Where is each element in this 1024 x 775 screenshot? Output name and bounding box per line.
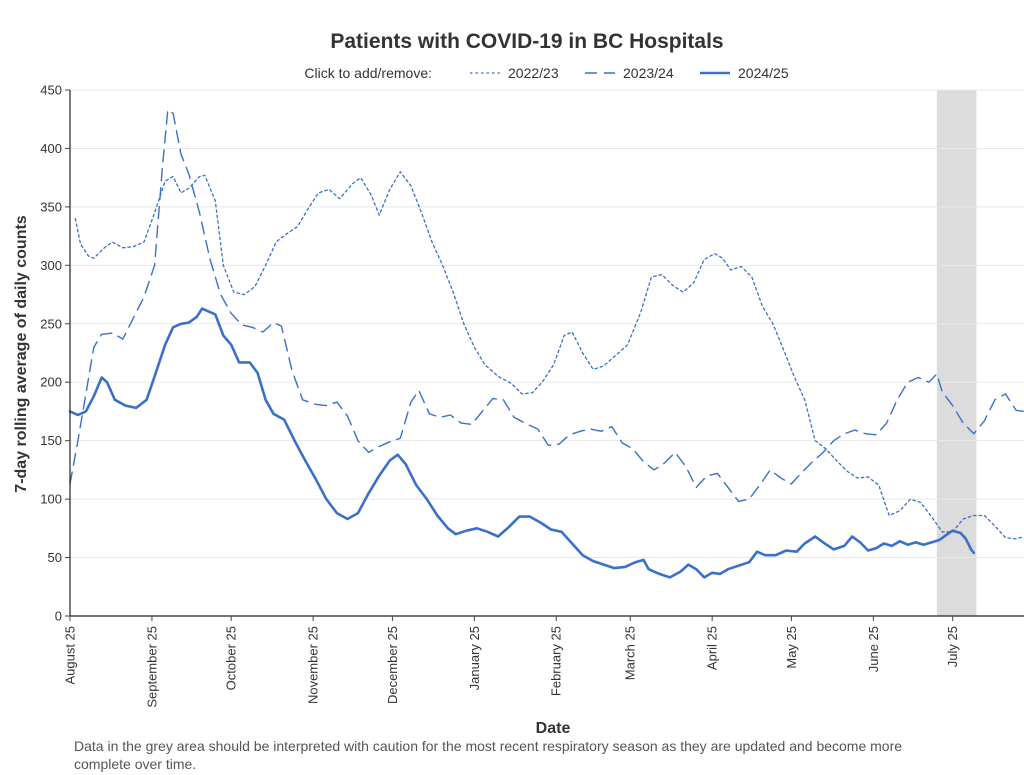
y-tick-label: 250 (40, 316, 62, 331)
x-tick-label: December 25 (385, 626, 400, 704)
x-tick-label: February 25 (549, 626, 564, 696)
x-axis-ticks: August 25 September 25 October 25 November … (63, 616, 960, 708)
x-tick-label: August 25 (63, 626, 78, 685)
y-axis-title: 7-day rolling average of daily counts (13, 215, 30, 493)
y-tick-label: 50 (48, 550, 62, 565)
series-line-2022-23 (74, 171, 1024, 540)
gridlines (70, 89, 1024, 559)
x-tick-label: April 25 (705, 626, 720, 670)
legend-entry: 2023/24 (623, 65, 674, 81)
y-tick-label: 200 (40, 375, 62, 390)
series-line-2024-25 (68, 307, 976, 579)
x-tick-label: October 25 (224, 626, 239, 690)
chart-title: Patients with COVID-19 in BC Hospitals (330, 30, 723, 53)
legend-entry: 2024/25 (738, 65, 789, 81)
x-tick-label: May 25 (784, 626, 799, 669)
y-tick-label: 400 (40, 141, 62, 156)
y-tick-label: 100 (40, 492, 62, 507)
y-tick-label: 450 (40, 83, 62, 98)
y-tick-label: 300 (40, 258, 62, 273)
caution-shaded-region (936, 90, 977, 616)
y-tick-label: 150 (40, 433, 62, 448)
y-tick-label: 350 (40, 199, 62, 214)
x-tick-label: July 25 (945, 626, 960, 667)
x-tick-label: March 25 (623, 626, 638, 680)
y-tick-label: 0 (55, 609, 62, 624)
series-line-2023-24 (69, 109, 1024, 503)
axes (69, 90, 1024, 617)
legend-prefix: Click to add/remove: (304, 65, 432, 81)
x-tick-label: September 25 (144, 626, 159, 708)
x-axis-title: Date (536, 720, 571, 735)
covid-hospital-chart: Patients with COVID-19 in BC Hospitals C… (13, 30, 1024, 735)
x-tick-label: January 25 (467, 626, 482, 690)
y-axis-ticks: 0 50 100 150 200 250 300 350 400 450 (40, 83, 70, 624)
legend-entry: 2022/23 (508, 65, 559, 81)
x-tick-label: November 25 (306, 626, 321, 704)
legend: Click to add/remove: 2022/23 2023/24 2024/… (304, 65, 788, 81)
x-tick-label: June 25 (866, 626, 881, 672)
footnote: Data in the grey area should be interpre… (74, 738, 903, 772)
series-lines (68, 109, 1024, 579)
